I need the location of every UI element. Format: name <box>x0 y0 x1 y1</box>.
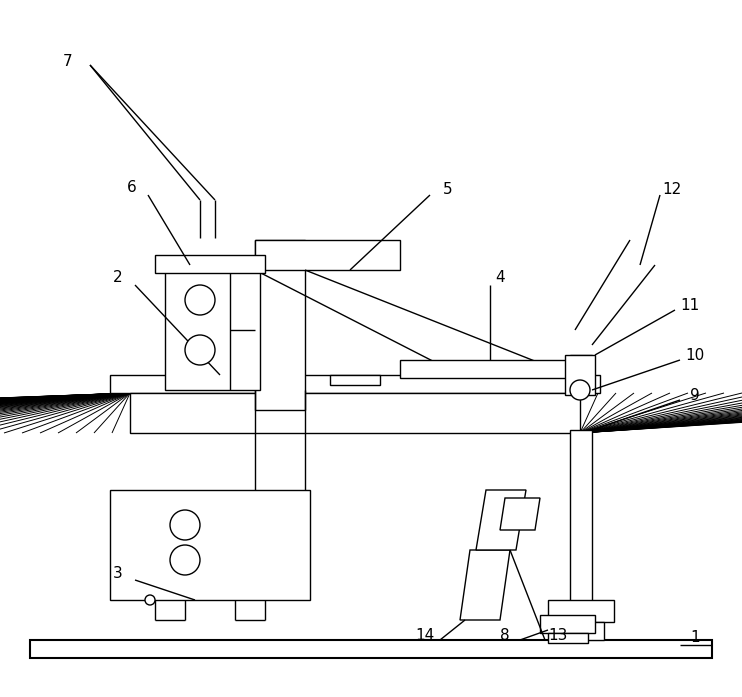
Polygon shape <box>476 490 526 550</box>
Circle shape <box>570 380 590 400</box>
Text: 11: 11 <box>680 298 700 312</box>
Text: 5: 5 <box>443 183 453 197</box>
Bar <box>565 355 595 395</box>
Circle shape <box>170 510 200 540</box>
Text: 13: 13 <box>548 627 568 643</box>
Text: 2: 2 <box>114 270 123 286</box>
Text: 12: 12 <box>663 183 682 197</box>
Text: 8: 8 <box>500 627 510 643</box>
Bar <box>255 240 305 410</box>
Circle shape <box>185 285 215 315</box>
Bar <box>30 640 712 658</box>
Text: 9: 9 <box>690 388 700 402</box>
Bar <box>570 430 592 615</box>
Text: 6: 6 <box>127 181 137 195</box>
Text: 4: 4 <box>495 270 505 286</box>
Bar <box>570 355 592 383</box>
Polygon shape <box>500 498 540 530</box>
Bar <box>540 615 595 633</box>
Text: 10: 10 <box>686 348 705 362</box>
Bar <box>110 490 310 600</box>
Circle shape <box>170 545 200 575</box>
Bar <box>548 600 614 622</box>
Bar <box>155 255 265 273</box>
Bar <box>330 375 380 385</box>
Bar <box>165 270 260 390</box>
Text: 14: 14 <box>416 627 435 643</box>
Bar <box>110 375 600 393</box>
Bar <box>558 622 604 640</box>
Bar <box>255 240 400 270</box>
Text: 7: 7 <box>63 54 73 70</box>
Text: 1: 1 <box>690 631 700 645</box>
Bar <box>400 360 580 378</box>
Circle shape <box>185 335 215 365</box>
Text: 3: 3 <box>113 565 123 581</box>
Circle shape <box>145 595 155 605</box>
Bar <box>130 393 580 433</box>
Bar <box>548 633 588 643</box>
Polygon shape <box>460 550 510 620</box>
